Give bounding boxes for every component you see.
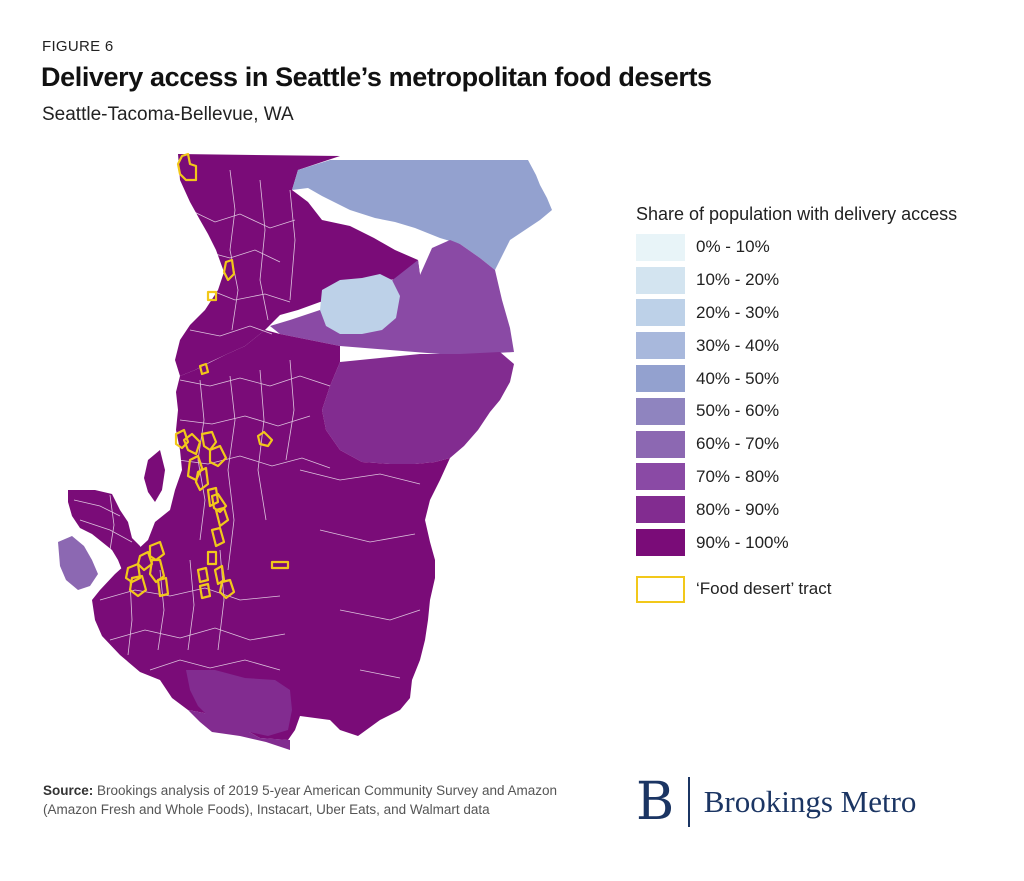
region-snohomish-east: [292, 160, 552, 270]
region-snohomish-west: [175, 154, 420, 376]
legend-bin: 10% - 20%: [636, 264, 1016, 297]
legend-bin: 50% - 60%: [636, 395, 1016, 428]
brand-divider: [688, 777, 690, 827]
legend-bins: 0% - 10% 10% - 20% 20% - 30% 30% - 40% 40% -…: [636, 231, 1016, 559]
legend-swatch: [636, 299, 685, 327]
legend-bin: 0% - 10%: [636, 231, 1016, 264]
region-kitsap: [68, 490, 148, 580]
region-pierce-south: [186, 670, 292, 750]
legend-bin-label: 60% - 70%: [696, 434, 780, 454]
legend-bin-label: 90% - 100%: [696, 532, 789, 552]
region-kitsap-west: [58, 536, 98, 590]
legend-bin: 40% - 50%: [636, 362, 1016, 395]
brand-name: Brookings Metro: [703, 784, 917, 819]
legend-bin: 60% - 70%: [636, 428, 1016, 461]
map-legend: Share of population with delivery access…: [636, 204, 1016, 606]
legend-swatch: [636, 365, 685, 393]
legend-bin-label: 50% - 60%: [696, 401, 780, 421]
legend-bin: 20% - 30%: [636, 297, 1016, 330]
legend-swatch: [636, 266, 685, 294]
legend-swatch: [636, 496, 685, 524]
food-desert-tracts: [124, 152, 290, 600]
legend-bin: 30% - 40%: [636, 329, 1016, 362]
food-desert-swatch: [636, 575, 685, 603]
figure-label: FIGURE 6: [42, 38, 114, 55]
brand-logo-letter: B: [636, 772, 675, 832]
legend-bin-label: 10% - 20%: [696, 270, 780, 290]
brookings-metro-logo: B Brookings Metro: [636, 776, 916, 828]
legend-bin-label: 80% - 90%: [696, 499, 780, 519]
legend-bin-label: 40% - 50%: [696, 368, 780, 388]
legend-swatch: [636, 332, 685, 360]
chart-subtitle: Seattle-Tacoma-Bellevue, WA: [42, 104, 294, 125]
tract-boundaries: [73, 169, 421, 679]
legend-bin-label: 20% - 30%: [696, 302, 780, 322]
legend-bin-label: 0% - 10%: [696, 237, 770, 257]
legend-bin: 90% - 100%: [636, 526, 1016, 559]
legend-bin: 80% - 90%: [636, 493, 1016, 526]
source-label: Source:: [43, 783, 94, 798]
legend-swatch: [636, 233, 685, 261]
region-light-pocket: [320, 274, 400, 334]
legend-swatch: [636, 430, 685, 458]
legend-swatch: [636, 397, 685, 425]
legend-title: Share of population with delivery access: [636, 204, 958, 224]
choropleth-map: [58, 152, 552, 750]
food-desert-label: ‘Food desert’ tract: [696, 579, 832, 599]
legend-bin-label: 30% - 40%: [696, 335, 780, 355]
region-kitsap-islands: [144, 450, 165, 502]
chart-title: Delivery access in Seattle’s metropolita…: [41, 62, 712, 92]
region-king-east: [322, 352, 514, 464]
legend-bin: 70% - 80%: [636, 461, 1016, 494]
source-text: Brookings analysis of 2019 5-year Americ…: [43, 783, 557, 817]
legend-swatch: [636, 463, 685, 491]
legend-food-desert: ‘Food desert’ tract: [636, 573, 1016, 606]
source-note: Source: Brookings analysis of 2019 5-yea…: [43, 781, 603, 819]
legend-swatch: [636, 529, 685, 557]
legend-bin-label: 70% - 80%: [696, 466, 780, 486]
